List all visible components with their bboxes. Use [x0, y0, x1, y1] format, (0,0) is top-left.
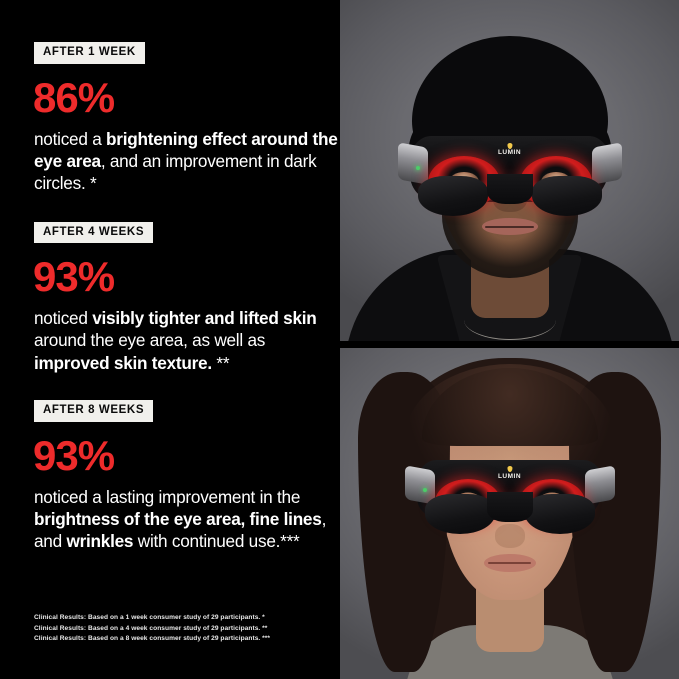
logo-wordmark: LUMIN — [497, 472, 522, 480]
led-eye-mask-device-woman: LUMIN — [404, 460, 615, 534]
man-necklace — [463, 300, 556, 340]
badge-after-8-weeks: AFTER 8 WEEKS — [34, 400, 154, 422]
photo-divider — [340, 341, 679, 348]
woman-portrait: LUMIN — [340, 348, 679, 679]
device-cheek-left — [424, 494, 495, 534]
footnote-2: Clinical Results: Based on a 4 week cons… — [34, 624, 268, 632]
woman-lips — [483, 554, 536, 572]
photo-bottom-woman: LUMIN — [340, 348, 679, 679]
man-lips — [481, 218, 538, 235]
device-nose-bridge — [486, 492, 533, 522]
logo-wordmark: LUMIN — [497, 149, 522, 157]
device-cheek-right — [524, 494, 595, 534]
percent-4-weeks: 93% — [33, 253, 115, 301]
device-nose-bridge — [486, 174, 533, 204]
percent-8-weeks: 93% — [33, 431, 115, 479]
brand-logo: LUMIN — [497, 142, 522, 157]
device-power-indicator — [422, 487, 427, 492]
stat-block-1-week: AFTER 1 WEEK 86% noticed a brightening e… — [33, 42, 340, 195]
device-power-indicator — [415, 166, 420, 171]
stats-panel: AFTER 1 WEEK 86% noticed a brightening e… — [33, 42, 340, 645]
logo-dot-icon — [507, 466, 512, 472]
percent-1-week: 86% — [33, 73, 115, 121]
logo-dot-icon — [507, 142, 512, 149]
footnote-1: Clinical Results: Based on a 1 week cons… — [34, 614, 265, 621]
device-cheek-right — [531, 176, 602, 216]
led-eye-mask-device-man: LUMIN — [397, 136, 622, 216]
body-text-1-week: noticed a brightening effect around the … — [34, 128, 338, 194]
stat-block-4-weeks: AFTER 4 WEEKS 93% noticed visibly tighte… — [33, 221, 340, 375]
device-arm-right — [591, 142, 622, 185]
device-arm-left — [397, 142, 428, 185]
body-text-8-weeks: noticed a lasting improvement in the bri… — [34, 486, 327, 552]
device-cheek-left — [417, 176, 488, 216]
body-text-4-weeks: noticed visibly tighter and lifted skin … — [34, 308, 317, 373]
footnote-3: Clinical Results: Based on a 8 week cons… — [34, 635, 271, 643]
photo-top-man: LUMIN — [340, 0, 679, 341]
woman-nose — [494, 524, 525, 548]
brand-logo: LUMIN — [498, 466, 521, 480]
man-portrait: LUMIN — [340, 0, 679, 341]
badge-after-4-weeks: AFTER 4 WEEKS — [34, 221, 154, 244]
device-arm-right — [584, 465, 615, 505]
stat-block-8-weeks: AFTER 8 WEEKS 93% noticed a lasting impr… — [33, 400, 340, 553]
photo-column: LUMIN — [340, 0, 679, 679]
badge-after-1-week: AFTER 1 WEEK — [34, 42, 145, 64]
footnotes: Clinical Results: Based on a 1 week cons… — [34, 613, 334, 645]
